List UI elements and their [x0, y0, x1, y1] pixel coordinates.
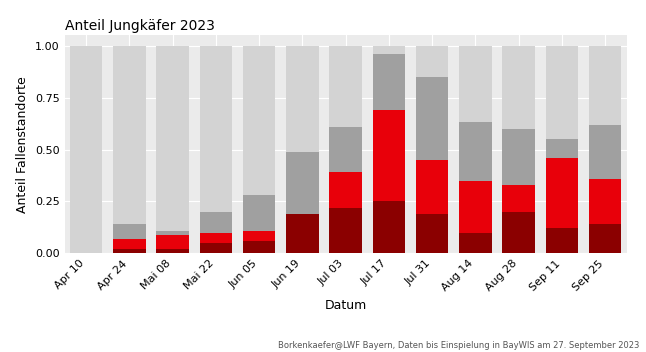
Bar — [156, 249, 189, 253]
Bar — [329, 127, 362, 172]
Bar — [70, 46, 103, 253]
Bar — [329, 172, 362, 208]
Bar — [200, 46, 232, 212]
Bar — [546, 228, 578, 253]
Bar — [156, 46, 189, 231]
Bar — [503, 212, 535, 253]
Bar — [416, 77, 448, 160]
Bar — [329, 208, 362, 253]
Bar — [286, 46, 318, 152]
Bar — [503, 185, 535, 212]
Bar — [329, 46, 362, 127]
Bar — [113, 239, 145, 249]
Bar — [503, 46, 535, 129]
Bar — [546, 158, 578, 228]
Bar — [416, 214, 448, 253]
Bar — [416, 46, 448, 77]
Bar — [243, 241, 275, 253]
Bar — [546, 139, 578, 158]
Bar — [113, 224, 145, 239]
Bar — [200, 212, 232, 233]
Bar — [243, 46, 275, 195]
Bar — [286, 214, 318, 253]
Bar — [200, 233, 232, 243]
Text: Borkenkaefer@LWF Bayern, Daten bis Einspielung in BayWIS am 27. September 2023: Borkenkaefer@LWF Bayern, Daten bis Einsp… — [278, 341, 640, 351]
Bar — [459, 181, 492, 233]
Bar — [459, 46, 492, 122]
Y-axis label: Anteil Fallenstandorte: Anteil Fallenstandorte — [16, 76, 30, 213]
Text: Anteil Jungkäfer 2023: Anteil Jungkäfer 2023 — [65, 19, 214, 33]
Bar — [589, 125, 621, 178]
Bar — [546, 46, 578, 139]
Bar — [200, 243, 232, 253]
Bar — [286, 152, 318, 214]
Bar — [589, 178, 621, 224]
Bar — [156, 235, 189, 249]
Bar — [589, 46, 621, 125]
Bar — [459, 233, 492, 253]
X-axis label: Datum: Datum — [324, 299, 367, 312]
Bar — [156, 231, 189, 235]
Bar — [113, 249, 145, 253]
Bar — [243, 195, 275, 231]
Bar — [373, 110, 405, 201]
Bar — [243, 231, 275, 241]
Bar — [589, 224, 621, 253]
Bar — [416, 160, 448, 214]
Bar — [373, 201, 405, 253]
Bar — [373, 46, 405, 54]
Bar — [373, 54, 405, 110]
Bar — [113, 46, 145, 224]
Bar — [503, 129, 535, 185]
Bar — [459, 122, 492, 181]
